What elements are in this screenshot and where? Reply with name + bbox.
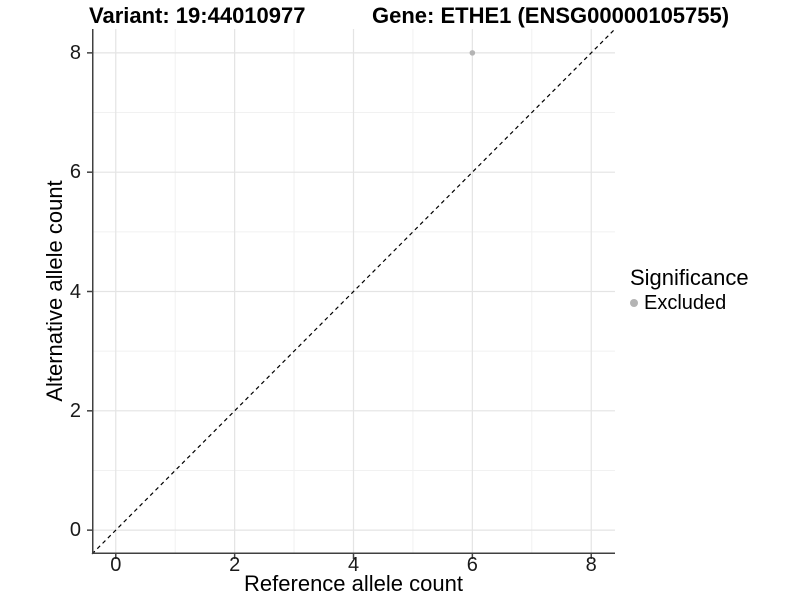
x-tick-label: 0: [110, 554, 122, 576]
legend-title: Significance: [630, 265, 749, 290]
identity-reference-line: [91, 28, 616, 555]
y-tick-label: 4: [69, 280, 81, 303]
x-axis-title: Reference allele count: [244, 571, 463, 596]
x-tick-label: 4: [347, 554, 360, 576]
y-tick-label: 8: [69, 41, 81, 64]
y-tick-label: 2: [69, 399, 81, 422]
legend-entry-label: Excluded: [644, 292, 727, 314]
x-tick-label: 2: [229, 554, 241, 576]
y-tick-label: 6: [69, 161, 81, 184]
x-tick-label: 8: [585, 554, 597, 576]
y-tick-label: 0: [69, 519, 81, 542]
chart-canvas: [87, 28, 616, 559]
gene-title: Gene: ETHE1 (ENSG00000105755): [372, 3, 730, 28]
variant-title: Variant: 19:44010977: [89, 3, 306, 28]
legend-point-icon: [630, 299, 638, 307]
x-tick-label: 6: [466, 554, 478, 576]
legend-entry: Excluded: [630, 290, 749, 316]
plot-panel: [87, 28, 616, 559]
data-point: [469, 50, 476, 56]
legend: Significance Excluded: [630, 266, 749, 316]
